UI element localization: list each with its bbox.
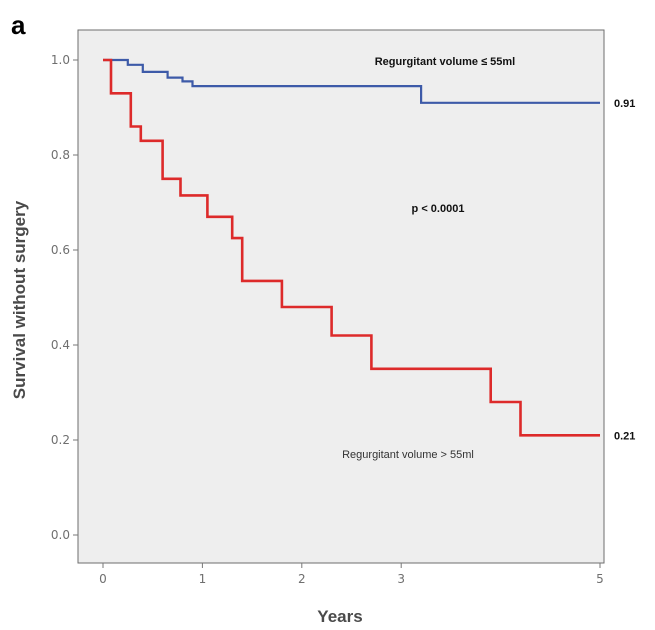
y-tick-label: 0.2 bbox=[51, 433, 70, 447]
x-tick-label: 1 bbox=[199, 572, 207, 586]
lower-group-label: Regurgitant volume > 55ml bbox=[342, 449, 474, 461]
end-value-lower: 0.21 bbox=[614, 430, 635, 442]
y-tick-label: 1.0 bbox=[51, 53, 70, 67]
y-tick-label: 0.0 bbox=[51, 528, 70, 542]
end-value-upper: 0.91 bbox=[614, 98, 635, 110]
y-axis-title: Survival without surgery bbox=[10, 200, 29, 399]
y-tick-label: 0.4 bbox=[51, 338, 70, 352]
x-tick-label: 0 bbox=[99, 572, 107, 586]
plot-area bbox=[77, 29, 605, 564]
y-tick-label: 0.6 bbox=[51, 243, 70, 257]
series-line-lower bbox=[103, 58, 600, 437]
x-tick-label: 5 bbox=[596, 572, 604, 586]
y-tick-label: 0.8 bbox=[51, 148, 70, 162]
series-line-upper bbox=[103, 58, 600, 104]
p-value-label: p < 0.0001 bbox=[412, 203, 465, 215]
panel-label: a bbox=[11, 10, 26, 40]
x-tick-label: 3 bbox=[397, 572, 405, 586]
upper-group-label: Regurgitant volume ≤ 55ml bbox=[375, 56, 516, 68]
x-axis-title: Years bbox=[317, 607, 362, 626]
x-tick-label: 2 bbox=[298, 572, 306, 586]
